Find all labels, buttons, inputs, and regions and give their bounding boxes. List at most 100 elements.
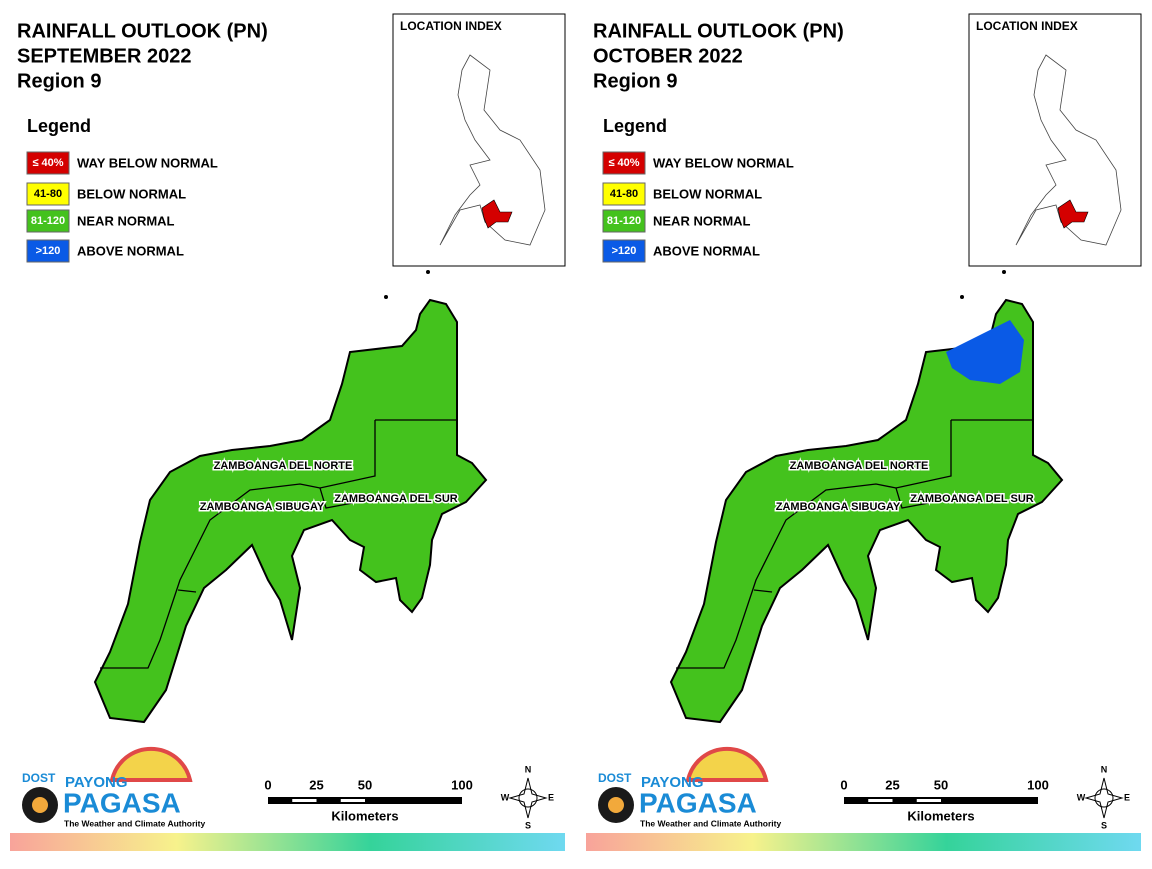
map-title: RAINFALL OUTLOOK (PN) [593, 20, 844, 42]
legend-label: ABOVE NORMAL [653, 243, 760, 258]
logo-tagline: The Weather and Climate Authority [64, 818, 205, 828]
logo-seal-core [608, 797, 624, 813]
location-index-title: LOCATION INDEX [976, 19, 1078, 33]
panel: RAINFALL OUTLOOK (PN) OCTOBER 2022 Region … [586, 13, 1142, 851]
province-label: ZAMBOANGA SIBUGAY [776, 501, 901, 513]
islet [1002, 270, 1006, 274]
legend-title: Legend [27, 116, 91, 136]
umbrella [109, 746, 193, 782]
region-highlight [1057, 199, 1089, 229]
logo-tagline: The Weather and Climate Authority [640, 818, 781, 828]
compass-rose [1084, 777, 1124, 819]
scale-tick-label: 100 [1027, 777, 1049, 792]
logo-line2: PAGASA [63, 787, 181, 818]
legend-label: WAY BELOW NORMAL [77, 155, 218, 170]
legend-label: BELOW NORMAL [653, 186, 762, 201]
location-index-title: LOCATION INDEX [400, 19, 502, 33]
legend-swatch-label: >120 [612, 245, 637, 257]
legend-swatch [26, 182, 70, 206]
scale-tick-label: 50 [358, 777, 372, 792]
legend-swatch [26, 239, 70, 263]
scale-tick-label: 0 [840, 777, 847, 792]
province-label: ZAMBOANGA DEL SUR [334, 493, 458, 505]
province-boundary [753, 589, 773, 593]
map-title: SEPTEMBER 2022 [17, 45, 192, 67]
legend-swatch-label: >120 [36, 245, 61, 257]
compass-rose [508, 777, 548, 819]
scale-bar-segment [340, 799, 365, 802]
compass-ring [1094, 788, 1114, 808]
logo-agency: DOST [22, 771, 56, 785]
islet [384, 295, 388, 299]
legend-swatch [602, 239, 646, 263]
legend-swatch-label: 41-80 [610, 188, 638, 200]
legend-swatch [26, 209, 70, 233]
legend-swatch [26, 151, 70, 175]
map-title: RAINFALL OUTLOOK (PN) [17, 20, 268, 42]
compass-letter: W [501, 792, 510, 802]
province-label: ZAMBOANGA DEL SUR [910, 493, 1034, 505]
region-map [93, 298, 488, 724]
islet [426, 270, 430, 274]
philippines-outline [439, 54, 546, 246]
scale-tick-label: 0 [264, 777, 271, 792]
legend-label: BELOW NORMAL [77, 186, 186, 201]
province-boundary [319, 487, 359, 509]
scale-unit: Kilometers [331, 808, 398, 823]
region-highlight [481, 199, 513, 229]
color-band [586, 833, 1141, 851]
map-title: Region 9 [593, 70, 677, 92]
scale-tick-label: 50 [934, 777, 948, 792]
scale-bar-segment [916, 799, 941, 802]
legend-swatch-label: 81-120 [607, 215, 641, 227]
province-boundary [177, 589, 197, 593]
scale-bar-segment [292, 799, 317, 802]
scale-tick-label: 100 [451, 777, 473, 792]
legend-label: NEAR NORMAL [653, 213, 751, 228]
legend-swatch-label: ≤ 40% [32, 157, 63, 169]
legend-swatch-label: 41-80 [34, 188, 62, 200]
legend-swatch [602, 182, 646, 206]
philippines-outline [1015, 54, 1122, 246]
compass-letter: W [1077, 792, 1086, 802]
map-title: Region 9 [17, 70, 101, 92]
province-boundary [100, 420, 376, 669]
province-boundary [895, 487, 935, 509]
scale-bar-segment [868, 799, 893, 802]
legend-swatch-label: 81-120 [31, 215, 65, 227]
compass-letter: N [525, 764, 532, 774]
logo-agency: DOST [598, 771, 632, 785]
logo-line1: PAYONG [65, 774, 128, 791]
above-normal-area [946, 320, 1024, 384]
legend-swatch [602, 209, 646, 233]
scale-tick-label: 25 [885, 777, 899, 792]
province-boundary [676, 420, 952, 669]
compass-ring [518, 788, 538, 808]
logo-line2: PAGASA [639, 787, 757, 818]
scale-unit: Kilometers [907, 808, 974, 823]
logo-line1: PAYONG [641, 774, 704, 791]
panel: RAINFALL OUTLOOK (PN) SEPTEMBER 2022 Regio… [10, 13, 566, 851]
legend-swatch-label: ≤ 40% [608, 157, 639, 169]
province-label: ZAMBOANGA SIBUGAY [200, 501, 325, 513]
legend-title: Legend [603, 116, 667, 136]
legend-label: ABOVE NORMAL [77, 243, 184, 258]
islet [960, 295, 964, 299]
compass-letter: N [1101, 764, 1108, 774]
legend-label: NEAR NORMAL [77, 213, 175, 228]
scale-tick-label: 25 [309, 777, 323, 792]
compass-letter: S [525, 820, 531, 830]
logo-seal-core [32, 797, 48, 813]
umbrella [685, 746, 769, 782]
compass-letter: S [1101, 820, 1107, 830]
region-map [669, 298, 1064, 724]
province-label: ZAMBOANGA DEL NORTE [790, 460, 929, 472]
compass-letter: E [548, 792, 554, 802]
color-band [10, 833, 565, 851]
legend-label: WAY BELOW NORMAL [653, 155, 794, 170]
map-title: OCTOBER 2022 [593, 45, 743, 67]
legend-swatch [602, 151, 646, 175]
province-label: ZAMBOANGA DEL NORTE [214, 460, 353, 472]
compass-letter: E [1124, 792, 1130, 802]
